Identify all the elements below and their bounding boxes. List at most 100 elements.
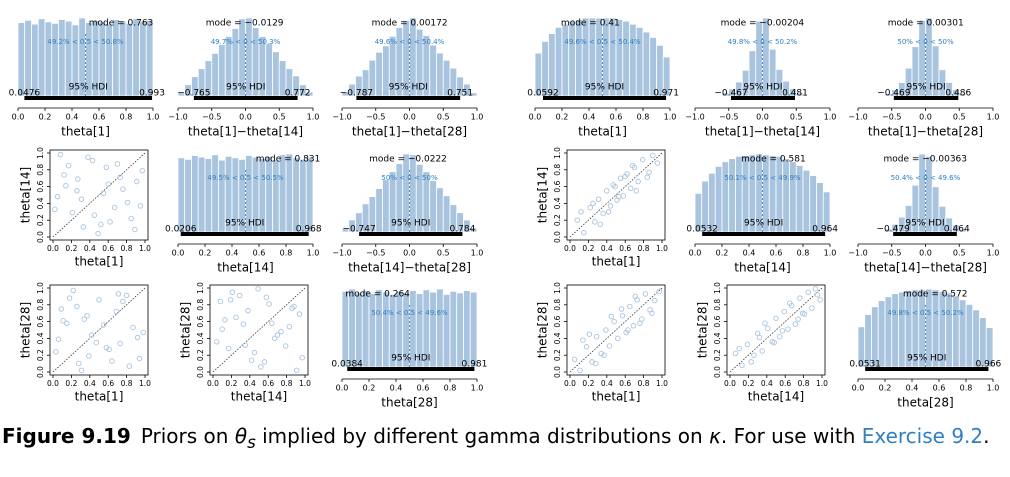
histogram-bar bbox=[139, 21, 147, 97]
scatter-point bbox=[233, 314, 239, 321]
scatter-point bbox=[58, 306, 65, 312]
hdi-low-label: −0.787 bbox=[340, 89, 373, 99]
scatter-point bbox=[128, 215, 134, 222]
x-tick-label: 0.6 bbox=[102, 379, 114, 388]
x-tick-label: 0.0 bbox=[919, 249, 932, 258]
scatter-point bbox=[618, 306, 625, 312]
scatter-point bbox=[55, 336, 62, 342]
histogram-bar bbox=[429, 44, 437, 97]
x-tick-label: 0.6 bbox=[619, 244, 631, 253]
histogram-bar bbox=[348, 288, 356, 368]
x-tick-label: 0.4 bbox=[226, 249, 239, 258]
scatter-point bbox=[580, 337, 586, 343]
y-tick-label: 0.8 bbox=[36, 299, 45, 311]
histogram-bar bbox=[449, 290, 458, 368]
x-tick-label: 0.0 bbox=[724, 379, 736, 388]
x-tick-label: 0.0 bbox=[756, 113, 769, 122]
scatter-point bbox=[139, 167, 145, 174]
mode-label: mode = 0.831 bbox=[256, 155, 321, 165]
y-tick-label: 0.6 bbox=[196, 315, 205, 327]
histogram-bar bbox=[789, 161, 797, 233]
x-tick-label: −0.5 bbox=[882, 249, 901, 258]
comparison-label: 50.1% < 0.5 < 49.9% bbox=[724, 174, 801, 182]
histogram-bar bbox=[382, 179, 390, 233]
scatter-point bbox=[255, 286, 261, 292]
caption-text: . bbox=[983, 424, 990, 448]
y-tick-label: 0.6 bbox=[553, 180, 562, 192]
scatter-point bbox=[66, 295, 73, 301]
histogram-bar bbox=[341, 290, 350, 368]
x-tick-label: 1.0 bbox=[987, 384, 1000, 393]
y-tick-label: 0.6 bbox=[713, 315, 722, 327]
x-tick-label: 1.0 bbox=[307, 113, 320, 122]
identity-line bbox=[729, 287, 823, 373]
histogram-bar bbox=[204, 158, 213, 233]
scatter-point bbox=[571, 356, 578, 363]
histogram-bar bbox=[554, 26, 563, 97]
scatter-point bbox=[278, 328, 284, 335]
histogram-bar bbox=[952, 295, 960, 368]
scatter-point bbox=[607, 203, 614, 209]
y-tick-label: 0.4 bbox=[713, 332, 722, 344]
histogram-bar bbox=[728, 158, 736, 233]
histogram-bar bbox=[985, 327, 994, 368]
x-tick-label: 1.0 bbox=[987, 113, 1000, 122]
histogram-bar bbox=[17, 22, 26, 97]
scatter-point bbox=[109, 358, 115, 364]
scatter-point bbox=[222, 317, 228, 323]
y-tick-label: 0.6 bbox=[36, 315, 45, 327]
hdi-high-label: 0.464 bbox=[944, 225, 970, 235]
y-tick-label: 1.0 bbox=[36, 147, 45, 159]
y-tick-label: 0.2 bbox=[553, 214, 562, 226]
x-tick-label: 0.8 bbox=[637, 113, 650, 122]
comparison-label: 49.6% < 0.5 < 50.4% bbox=[564, 38, 641, 46]
x-tick-label: 0.4 bbox=[906, 384, 919, 393]
scatter-point bbox=[80, 224, 87, 230]
scatter-point bbox=[606, 343, 613, 349]
histogram-bar bbox=[802, 169, 811, 233]
scatter-point bbox=[597, 221, 604, 228]
scatter-point bbox=[601, 352, 607, 358]
x-tick-label: 0.0 bbox=[47, 379, 59, 388]
hdi-high-label: 0.981 bbox=[462, 360, 488, 370]
scatter-point bbox=[583, 344, 590, 350]
scatter-point bbox=[63, 183, 69, 189]
scatter-point bbox=[649, 310, 655, 316]
x-tick-label: 0.5 bbox=[790, 113, 803, 122]
x-tick-label: 0.2 bbox=[65, 244, 77, 253]
scatter-point bbox=[227, 297, 234, 303]
exercise-link[interactable]: Exercise 9.2 bbox=[861, 424, 984, 448]
mode-label: mode = 0.00172 bbox=[372, 19, 448, 29]
histogram-bar bbox=[44, 21, 53, 97]
scatter-point bbox=[86, 353, 92, 359]
scatter-point bbox=[593, 333, 600, 340]
x-tick-label: 0.0 bbox=[172, 249, 185, 258]
scatter-point bbox=[70, 287, 76, 294]
scatter-point bbox=[217, 298, 224, 305]
x-tick-label: 0.2 bbox=[582, 244, 594, 253]
scatter-point bbox=[117, 174, 123, 181]
scatter-point bbox=[632, 293, 639, 300]
x-tick-label: 0.4 bbox=[84, 244, 96, 253]
scatter-point bbox=[635, 178, 641, 185]
x-axis-label: theta[1] bbox=[592, 255, 641, 269]
y-tick-label: 0.8 bbox=[553, 164, 562, 176]
histogram-bar bbox=[795, 92, 804, 97]
scatter-point bbox=[91, 212, 98, 218]
histogram-bar bbox=[31, 23, 39, 97]
histogram-bar bbox=[375, 188, 383, 233]
scatter-point bbox=[123, 292, 130, 299]
mode-label: mode = −0.0222 bbox=[369, 155, 447, 165]
scatter-point bbox=[263, 294, 270, 300]
x-tick-label: 0.6 bbox=[779, 379, 791, 388]
hdi-high-label: 0.964 bbox=[812, 225, 838, 235]
scatter-point bbox=[633, 188, 639, 194]
histogram-bar bbox=[125, 22, 134, 97]
histogram-bar bbox=[436, 52, 444, 97]
x-axis-label: theta[1]−theta[14] bbox=[188, 125, 303, 139]
histogram-bar bbox=[965, 230, 974, 233]
hdi-label: 95% HDI bbox=[743, 83, 782, 93]
histogram-bar bbox=[436, 187, 444, 233]
histogram-bar bbox=[299, 158, 307, 233]
x-tick-label: 0.5 bbox=[437, 249, 450, 258]
